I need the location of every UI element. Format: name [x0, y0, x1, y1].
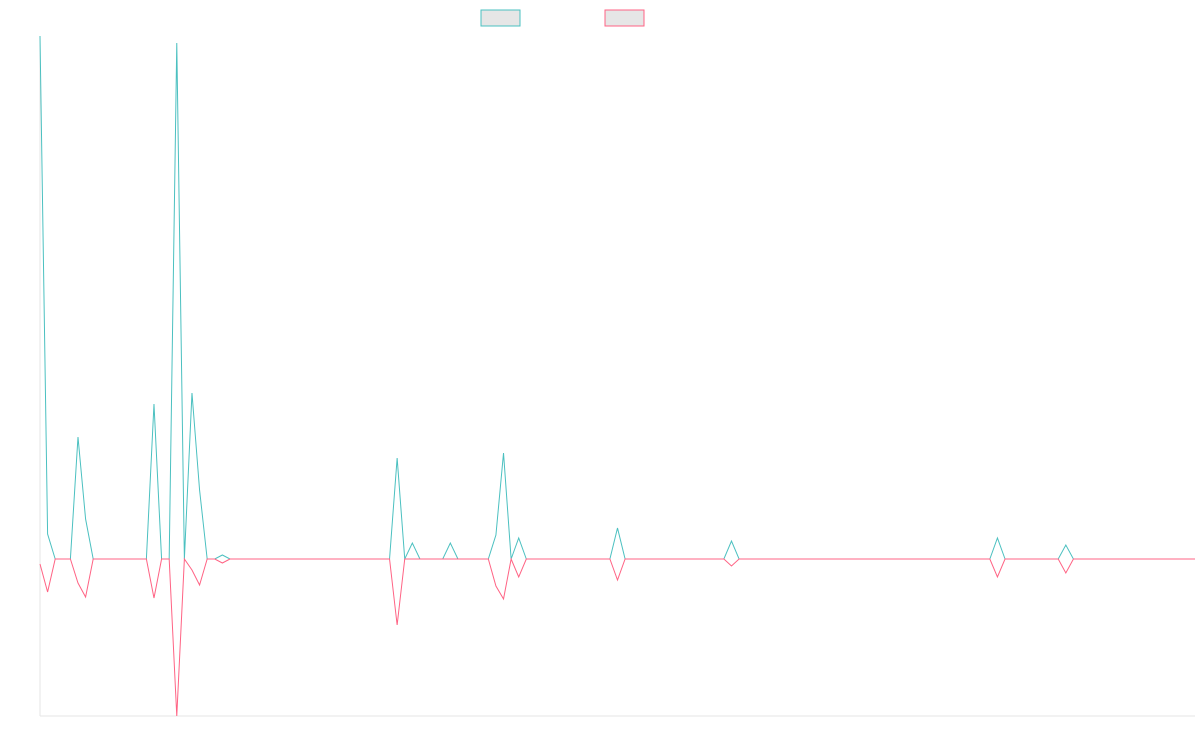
legend-swatch — [480, 9, 521, 27]
series-line — [39, 35, 1195, 561]
legend-swatch — [604, 9, 645, 27]
series-line — [39, 557, 1195, 717]
